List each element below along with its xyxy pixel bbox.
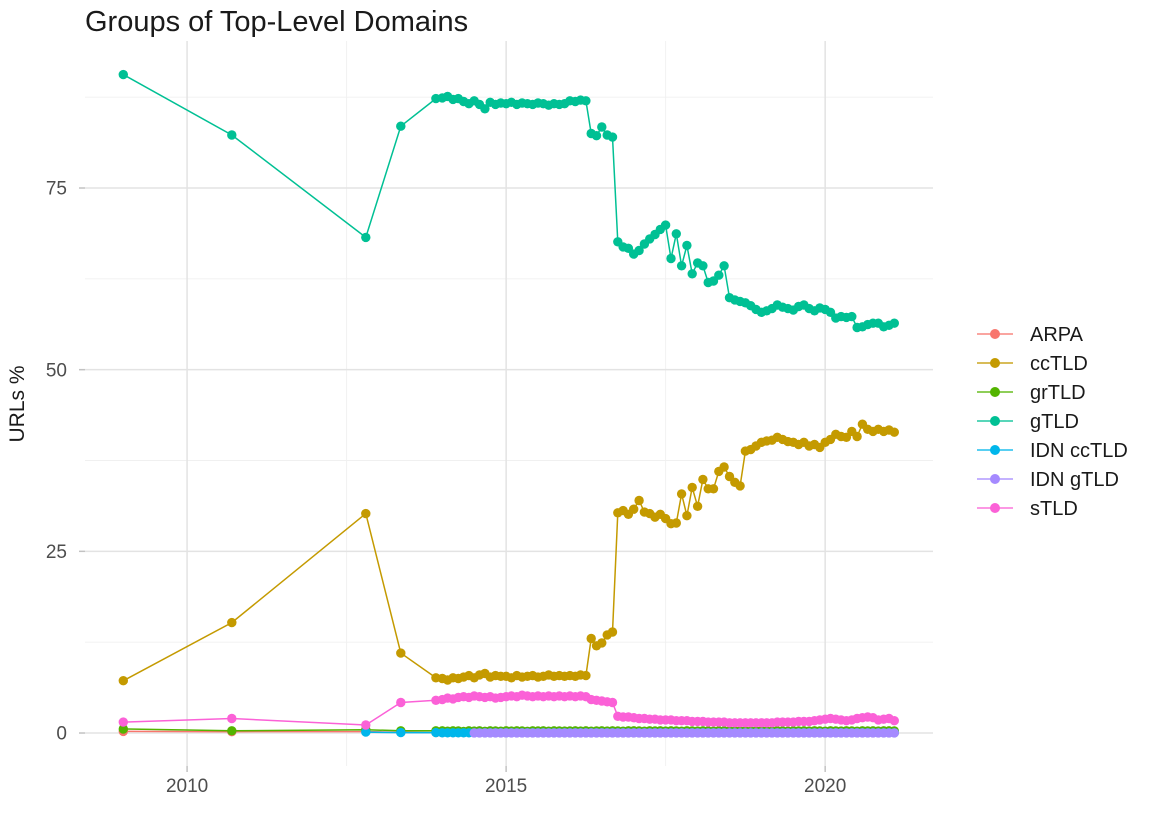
legend-label: IDN ccTLD	[1030, 440, 1128, 462]
data-point	[396, 727, 406, 738]
series-gTLD	[118, 69, 899, 333]
data-point	[682, 511, 692, 521]
data-point	[714, 270, 724, 280]
legend-entry-IDN-ccTLD: IDN ccTLD	[977, 440, 1128, 462]
data-point	[361, 727, 371, 737]
data-point	[698, 261, 708, 271]
data-point	[634, 495, 644, 506]
legend-label: ccTLD	[1030, 353, 1088, 375]
data-point	[687, 269, 697, 279]
legend-key-dot	[990, 416, 1000, 426]
legend-key-dot	[990, 329, 1000, 339]
legend-entry-gTLD: gTLD	[977, 411, 1079, 433]
series-sTLD	[118, 690, 899, 730]
data-point	[671, 229, 681, 239]
data-point	[361, 232, 371, 243]
legend-entry-grTLD: grTLD	[977, 382, 1086, 404]
data-point	[889, 318, 899, 328]
y-tick-label: 75	[46, 179, 67, 200]
legend-entry-IDN-gTLD: IDN gTLD	[977, 469, 1119, 491]
x-tick-label: 2020	[804, 776, 846, 797]
axis-tick-labels: 0 25 50 75 2010 2015 2020	[46, 179, 846, 797]
data-point	[396, 121, 406, 131]
data-point	[889, 427, 899, 437]
data-point	[361, 720, 371, 730]
data-point	[889, 728, 899, 738]
chart-title: Groups of Top-Level Domains	[85, 6, 468, 38]
data-point	[118, 69, 128, 80]
data-point	[735, 481, 745, 491]
legend-label: ARPA	[1030, 324, 1084, 346]
legend: ARPA ccTLD grTLD gTLD IDN ccTLD IDN gTLD sTLD	[977, 324, 1128, 520]
legend-entry-ARPA: ARPA	[977, 324, 1084, 346]
y-axis-title: URLs %	[6, 365, 29, 442]
legend-entry-sTLD: sTLD	[977, 498, 1078, 520]
legend-label: gTLD	[1030, 411, 1079, 433]
data-point	[586, 633, 596, 644]
data-point	[227, 130, 237, 140]
data-point	[847, 311, 857, 322]
y-tick-label: 0	[56, 724, 67, 745]
data-point	[676, 489, 687, 499]
data-point	[676, 261, 687, 271]
legend-label: sTLD	[1030, 498, 1078, 520]
data-point	[597, 122, 607, 132]
data-point	[607, 627, 618, 637]
data-point	[671, 518, 681, 528]
legend-key-dot	[990, 387, 1000, 397]
legend-label: IDN gTLD	[1030, 469, 1119, 491]
data-point	[480, 104, 490, 114]
x-tick-label: 2015	[485, 776, 527, 797]
data-point	[629, 504, 639, 514]
data-series	[118, 69, 899, 738]
legend-label: grTLD	[1030, 382, 1086, 404]
legend-key-dot	[990, 503, 1000, 513]
data-point	[889, 716, 899, 726]
data-point	[682, 240, 692, 251]
series-line	[122, 73, 895, 329]
data-point	[852, 431, 862, 442]
data-point	[607, 132, 618, 142]
data-point	[396, 648, 406, 658]
legend-key-dot	[990, 474, 1000, 484]
series-ccTLD	[118, 419, 899, 686]
data-point	[361, 508, 371, 519]
data-point	[719, 462, 729, 472]
series-IDN-gTLD	[469, 728, 899, 738]
data-point	[118, 724, 128, 734]
data-point	[687, 482, 697, 493]
data-point	[607, 697, 618, 708]
legend-key-dot	[990, 358, 1000, 368]
data-point	[118, 717, 128, 727]
y-tick-label: 50	[46, 360, 67, 381]
data-point	[396, 697, 406, 708]
legend-key-dot	[990, 445, 1000, 455]
data-point	[581, 96, 591, 106]
data-point	[597, 638, 607, 648]
data-point	[698, 474, 708, 485]
data-point	[692, 501, 703, 511]
data-point	[581, 670, 591, 681]
data-point	[227, 617, 237, 628]
data-point	[666, 253, 676, 264]
data-point	[591, 131, 602, 141]
data-point	[719, 261, 729, 271]
data-point	[660, 220, 671, 230]
gridlines-minor	[85, 41, 933, 766]
data-point	[634, 245, 644, 256]
data-point	[118, 676, 128, 686]
data-point	[708, 484, 719, 494]
y-tick-label: 25	[46, 542, 67, 563]
legend-entry-ccTLD: ccTLD	[977, 353, 1088, 375]
data-point	[227, 713, 237, 724]
gridlines-major	[85, 41, 933, 766]
data-point	[227, 726, 237, 736]
axis-ticks	[79, 187, 826, 772]
x-tick-label: 2010	[166, 776, 208, 797]
